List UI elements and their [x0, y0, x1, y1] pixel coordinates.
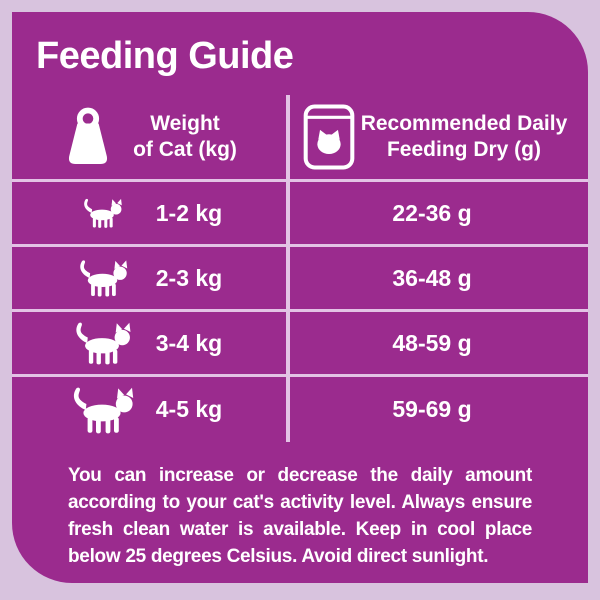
feeding-label-line2: Feeding Dry (g) — [386, 138, 541, 161]
footer-line: You can increase or decrease the daily a… — [68, 465, 532, 486]
feeding-column-label: Recommended Daily Feeding Dry (g) — [358, 111, 570, 163]
header-cell-feeding: Recommended Daily Feeding Dry (g) — [290, 95, 588, 179]
feeding-label-line1: Recommended Daily — [360, 112, 568, 135]
weight-label-line2: of Cat (kg) — [133, 138, 237, 161]
feeding-guide-panel: Feeding Guide Weight of Cat (kg) — [12, 12, 588, 583]
weight-icon — [52, 106, 124, 168]
table-header-row: Weight of Cat (kg) Recommended Daily — [12, 95, 588, 182]
feeding-amount: 36-48 g — [392, 264, 472, 291]
table-row: 3-4 kg 48-59 g — [12, 312, 588, 377]
page-title: Feeding Guide — [36, 35, 294, 77]
food-bag-icon — [300, 102, 358, 172]
weight-value: 1-2 kg — [155, 199, 223, 226]
feeding-amount: 59-69 g — [392, 396, 472, 422]
table-row: 4-5 kg 59-69 g — [12, 377, 588, 442]
cat-icon-xlarge — [66, 382, 138, 438]
weight-value: 3-4 kg — [155, 329, 223, 356]
weight-label-line1: Weight — [150, 112, 220, 135]
cat-icon-medium — [66, 258, 138, 298]
table-row: 1-2 kg 22-36 g — [12, 182, 588, 247]
footer-line: below 25 degrees Celsius. Avoid direct s… — [68, 546, 489, 567]
weight-column-label: Weight of Cat (kg) — [124, 111, 246, 163]
feeding-table: Weight of Cat (kg) Recommended Daily — [12, 95, 588, 442]
footer-line: fresh clean water is available. Keep in … — [68, 519, 532, 540]
footer-line: according to your cat's activity level. … — [68, 492, 532, 513]
cat-icon-large — [66, 320, 138, 366]
weight-value: 4-5 kg — [155, 396, 223, 422]
feeding-amount: 22-36 g — [392, 199, 472, 226]
feeding-amount: 48-59 g — [392, 329, 472, 356]
table-row: 2-3 kg 36-48 g — [12, 247, 588, 312]
header-cell-weight: Weight of Cat (kg) — [12, 95, 290, 179]
cat-icon-small — [66, 197, 138, 229]
weight-value: 2-3 kg — [155, 264, 223, 291]
footer-note: You can increase or decrease the daily a… — [68, 462, 532, 570]
